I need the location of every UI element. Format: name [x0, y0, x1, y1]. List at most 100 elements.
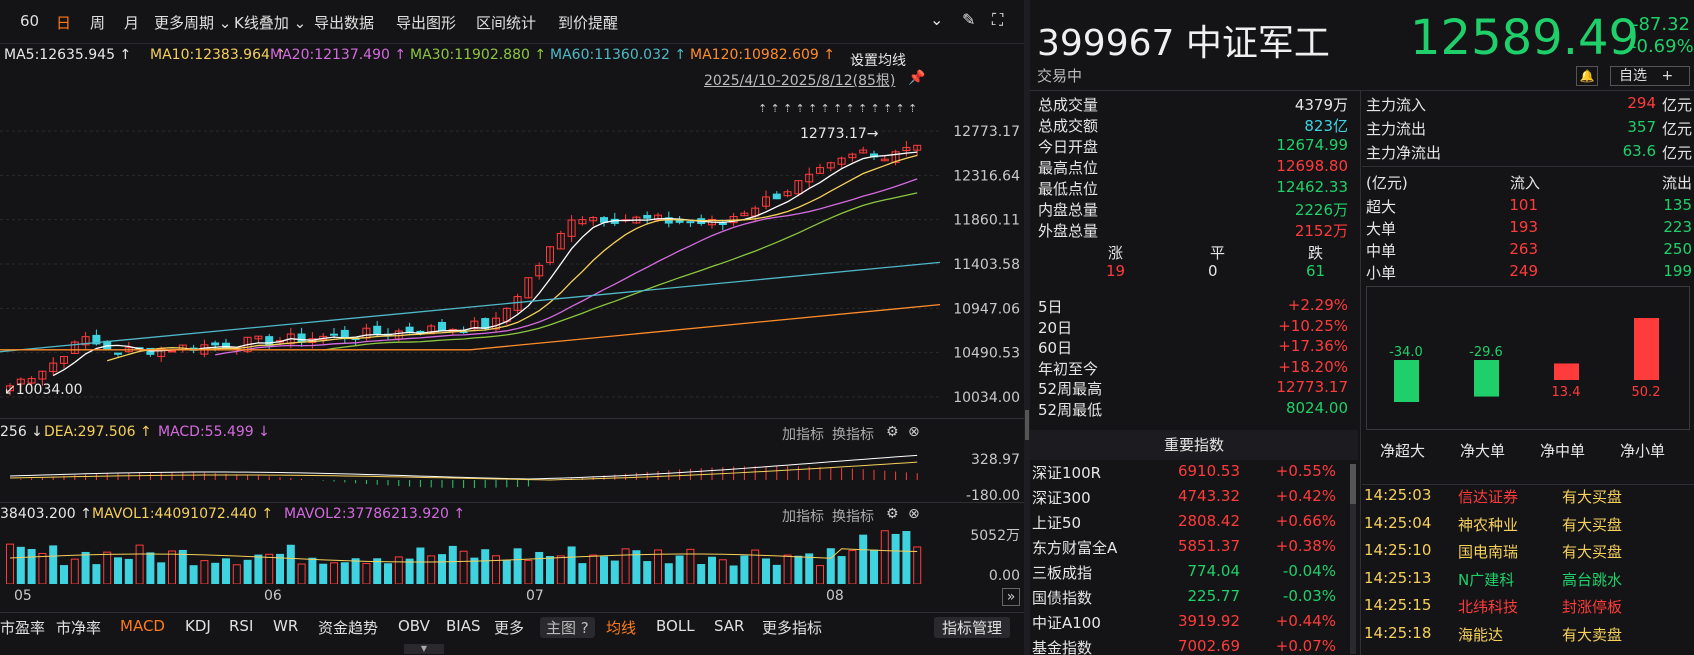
indicator-manager-button[interactable]: 指标管理 — [934, 617, 1011, 638]
indices-scrollbar[interactable] — [1350, 464, 1356, 654]
date-range[interactable]: 2025/4/10-2025/8/12(85根) — [704, 73, 896, 89]
ma-line — [107, 154, 918, 362]
range-stats-button[interactable]: 区间统计 — [476, 14, 537, 32]
stats-block: 总成交量 4379万 总成交额 823亿 今日开盘 12674.99 最高点位 12698.8… — [1030, 90, 1358, 425]
volume-bar — [686, 548, 695, 584]
tab-more[interactable]: 更多 — [494, 619, 525, 637]
pin-icon[interactable]: 📌 — [908, 70, 926, 86]
vol-y-tick: 5052万 — [970, 528, 1020, 544]
tab-kdj[interactable]: KDJ — [185, 617, 211, 635]
index-name[interactable]: 中证A100 — [1032, 614, 1101, 632]
period-week[interactable]: 周 — [90, 14, 106, 32]
period-60[interactable]: 60 — [20, 12, 40, 30]
tab-pb[interactable]: 市净率 — [56, 619, 102, 637]
close-icon[interactable]: ⊗ — [908, 506, 920, 522]
net-flow-category: 净中单 — [1540, 442, 1586, 460]
vol-add-indicator[interactable]: 加指标 — [782, 509, 824, 525]
gear-icon[interactable]: ⚙ — [886, 506, 899, 522]
fund-row-label: 超大 — [1366, 198, 1397, 216]
period-label: 5日 — [1038, 298, 1063, 316]
y-tick-label: 11403.58 — [953, 257, 1020, 273]
tab-more-indicators[interactable]: 更多指标 — [762, 619, 823, 637]
index-name[interactable]: 基金指数 — [1032, 639, 1093, 655]
fullscreen-icon[interactable]: ⛶ — [992, 10, 1004, 29]
collapse-handle[interactable]: ▼ — [404, 644, 444, 654]
candle-body — [880, 158, 889, 162]
period-month[interactable]: 月 — [124, 14, 140, 32]
index-name[interactable]: 三板成指 — [1032, 564, 1093, 582]
export-data-button[interactable]: 导出数据 — [314, 14, 375, 32]
candle-body — [837, 157, 846, 165]
tab-wr[interactable]: WR — [273, 617, 299, 635]
volume-bar — [427, 555, 436, 584]
volume-bar — [189, 565, 198, 584]
tab-pe[interactable]: 市盈率 — [0, 619, 46, 637]
candle-body — [524, 277, 533, 299]
vol-switch-indicator[interactable]: 换指标 — [832, 509, 874, 525]
ma-settings-dropdown[interactable]: 设置均线 ⌄ — [850, 47, 906, 69]
gear-icon[interactable]: ⚙ — [886, 424, 899, 440]
main-chart-tab[interactable]: 主图 ? — [540, 617, 595, 638]
macd-switch-indicator[interactable]: 换指标 — [832, 427, 874, 443]
tab-bias[interactable]: BIAS — [446, 617, 481, 635]
brush-icon[interactable]: ✎ — [962, 10, 976, 29]
kline-overlay-dropdown[interactable]: K线叠加 ⌄ — [234, 14, 307, 32]
chevron-circle-icon[interactable]: ⌄ — [930, 10, 944, 29]
volume-bar — [556, 555, 565, 584]
panel-splitter[interactable] — [1024, 0, 1030, 655]
splitter-handle[interactable] — [1025, 410, 1029, 440]
tick-time: 14:25:15 — [1364, 596, 1432, 614]
macd-add-indicator[interactable]: 加指标 — [782, 427, 824, 443]
volume-chart[interactable]: 5052万 0.00 — [0, 524, 1024, 584]
candlestick-chart[interactable]: 12773.17 12316.64 11860.11 11403.58 10947.06… — [0, 92, 1024, 412]
volume-bar — [362, 563, 371, 584]
period-label: 20日 — [1038, 318, 1073, 337]
candle-body — [470, 320, 479, 330]
volume-bar — [222, 558, 230, 584]
chart-panel[interactable]: 60 日 周 月 更多周期 ⌄ K线叠加 ⌄ 导出数据 导出图形 区间统计 到价… — [0, 0, 1024, 655]
tab-rsi[interactable]: RSI — [229, 617, 254, 635]
index-name[interactable]: 深证300 — [1032, 489, 1091, 507]
tick-time: 14:25:04 — [1364, 513, 1432, 532]
index-name[interactable]: 东方财富全A — [1032, 539, 1118, 557]
export-image-button[interactable]: 导出图形 — [396, 14, 457, 32]
more-periods-dropdown[interactable]: 更多周期 ⌄ — [154, 14, 232, 32]
candle-body — [70, 341, 79, 354]
index-name[interactable]: 国债指数 — [1032, 589, 1093, 607]
tab-boll[interactable]: BOLL — [656, 617, 695, 635]
tick-stock[interactable]: 信达证券 — [1458, 488, 1519, 506]
price-alert-button[interactable]: 到价提醒 — [558, 14, 619, 32]
fund-row-in: 193 — [1509, 218, 1538, 236]
volume-bar — [664, 563, 673, 584]
volume-bar — [513, 548, 522, 584]
tick-stock[interactable]: 神农种业 — [1458, 515, 1519, 534]
watchlist-button[interactable]: 自选 + — [1610, 66, 1690, 86]
breadth-label: 涨 — [1108, 244, 1124, 262]
tab-macd[interactable]: MACD — [120, 617, 165, 635]
indices-header: 重要指数 — [1030, 430, 1358, 460]
macd-chart[interactable]: 328.97 -180.00 — [0, 440, 1024, 500]
tab-ma[interactable]: 均线 — [606, 619, 637, 637]
volume-bar — [146, 552, 155, 584]
tick-stock[interactable]: N广建科 — [1458, 570, 1515, 589]
volume-bar — [708, 556, 716, 584]
tab-obv[interactable]: OBV — [398, 617, 430, 635]
volume-bar — [502, 559, 511, 584]
index-name[interactable]: 上证50 — [1032, 514, 1082, 532]
candle-body — [49, 362, 58, 373]
tab-fund-trend[interactable]: 资金趋势 — [318, 619, 379, 637]
volume-bar — [92, 564, 101, 584]
fund-flow-block: 主力流入 294 亿元 主力流出 357 亿元 主力净流出 63.6 亿元 (亿元) 流入 流出 超大 1… — [1362, 90, 1694, 470]
period-day[interactable]: 日 — [56, 14, 72, 32]
double-chevron-right-icon[interactable]: » — [1002, 588, 1020, 606]
close-icon[interactable]: ⊗ — [908, 424, 920, 440]
candle-body — [567, 219, 576, 237]
net-flow-categories: 净超大 净大单 净中单 净小单 — [1362, 440, 1694, 464]
bell-icon[interactable]: 🔔 — [1576, 66, 1598, 86]
tick-stock[interactable]: 北纬科技 — [1458, 598, 1519, 616]
tick-stock[interactable]: 国电南瑞 — [1458, 543, 1519, 561]
tab-sar[interactable]: SAR — [714, 617, 745, 635]
tick-stock[interactable]: 海能达 — [1458, 625, 1504, 644]
index-name[interactable]: 深证100R — [1032, 464, 1102, 482]
stat-label: 总成交量 — [1038, 96, 1099, 114]
